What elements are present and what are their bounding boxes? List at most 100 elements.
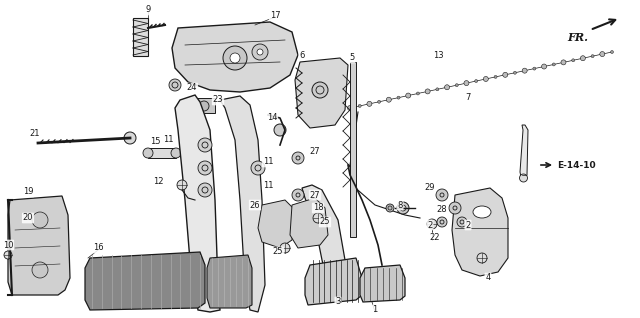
- Polygon shape: [295, 58, 348, 128]
- Text: 9: 9: [145, 5, 150, 15]
- Polygon shape: [8, 196, 70, 295]
- Polygon shape: [175, 95, 220, 312]
- Circle shape: [230, 53, 240, 63]
- Text: 2: 2: [428, 220, 433, 230]
- Circle shape: [552, 63, 556, 66]
- Polygon shape: [258, 200, 295, 248]
- Circle shape: [541, 64, 547, 69]
- Bar: [193, 98, 215, 113]
- Circle shape: [378, 100, 381, 103]
- Circle shape: [223, 46, 247, 70]
- Ellipse shape: [473, 206, 491, 218]
- Polygon shape: [305, 258, 362, 305]
- Text: 19: 19: [23, 188, 33, 197]
- Circle shape: [494, 75, 497, 79]
- Circle shape: [198, 138, 212, 152]
- Text: 10: 10: [3, 240, 13, 250]
- Circle shape: [252, 44, 268, 60]
- Circle shape: [425, 89, 430, 94]
- Text: 27: 27: [310, 190, 320, 199]
- Text: 25: 25: [320, 218, 330, 226]
- Polygon shape: [452, 188, 508, 276]
- Polygon shape: [360, 265, 405, 302]
- Circle shape: [600, 52, 605, 57]
- Circle shape: [4, 251, 12, 259]
- Circle shape: [611, 51, 614, 53]
- Circle shape: [32, 262, 48, 278]
- Text: 13: 13: [433, 51, 444, 59]
- Circle shape: [406, 93, 411, 98]
- Text: 27: 27: [310, 148, 320, 156]
- Polygon shape: [172, 22, 298, 92]
- Polygon shape: [290, 198, 328, 248]
- Circle shape: [274, 124, 286, 136]
- Text: 28: 28: [436, 205, 447, 215]
- Circle shape: [477, 253, 487, 263]
- Circle shape: [348, 106, 353, 110]
- Text: 6: 6: [300, 51, 305, 59]
- Polygon shape: [85, 252, 205, 310]
- Polygon shape: [207, 255, 252, 308]
- Text: E-14-10: E-14-10: [557, 161, 596, 169]
- Circle shape: [437, 217, 447, 227]
- Circle shape: [475, 80, 477, 83]
- Circle shape: [358, 104, 361, 107]
- Text: 3: 3: [335, 298, 340, 307]
- Text: 22: 22: [429, 233, 440, 243]
- Text: 17: 17: [269, 10, 280, 19]
- Bar: [350, 62, 356, 237]
- Text: 20: 20: [23, 213, 33, 223]
- Text: 11: 11: [263, 181, 273, 190]
- Circle shape: [386, 204, 394, 212]
- Text: 23: 23: [212, 95, 223, 105]
- Text: 25: 25: [273, 247, 284, 257]
- Text: FR.: FR.: [567, 32, 588, 43]
- Circle shape: [520, 174, 527, 182]
- Circle shape: [143, 148, 153, 158]
- Text: 8: 8: [397, 201, 403, 210]
- Text: 4: 4: [485, 273, 491, 282]
- Text: 11: 11: [163, 135, 173, 144]
- Circle shape: [457, 217, 467, 227]
- Circle shape: [313, 213, 323, 223]
- Text: 18: 18: [313, 204, 323, 212]
- Circle shape: [199, 101, 209, 111]
- Circle shape: [436, 189, 448, 201]
- Text: 14: 14: [267, 114, 277, 122]
- Circle shape: [32, 212, 48, 228]
- Text: 15: 15: [150, 137, 160, 147]
- Circle shape: [513, 71, 516, 74]
- Text: 29: 29: [425, 183, 435, 192]
- Circle shape: [177, 180, 187, 190]
- Bar: [148, 148, 176, 158]
- Circle shape: [397, 96, 400, 99]
- Circle shape: [561, 60, 566, 65]
- Text: 5: 5: [349, 53, 355, 63]
- Circle shape: [455, 84, 458, 87]
- Circle shape: [503, 72, 508, 77]
- Text: 2: 2: [465, 220, 470, 230]
- Text: 12: 12: [153, 177, 163, 186]
- Circle shape: [171, 148, 181, 158]
- Circle shape: [312, 82, 328, 98]
- Text: 26: 26: [250, 201, 260, 210]
- Circle shape: [292, 189, 304, 201]
- Circle shape: [449, 202, 461, 214]
- Text: 21: 21: [29, 128, 40, 137]
- Text: 11: 11: [263, 157, 273, 167]
- Text: 24: 24: [187, 84, 197, 93]
- Polygon shape: [520, 125, 528, 180]
- Circle shape: [522, 68, 527, 73]
- Circle shape: [280, 243, 290, 253]
- Circle shape: [367, 101, 372, 106]
- Circle shape: [198, 183, 212, 197]
- Circle shape: [427, 219, 437, 229]
- Circle shape: [251, 161, 265, 175]
- Circle shape: [257, 49, 263, 55]
- Polygon shape: [220, 96, 265, 312]
- Polygon shape: [302, 185, 348, 298]
- Bar: [133, 18, 148, 56]
- Circle shape: [417, 92, 419, 95]
- Text: 1: 1: [372, 306, 378, 315]
- Circle shape: [387, 97, 391, 102]
